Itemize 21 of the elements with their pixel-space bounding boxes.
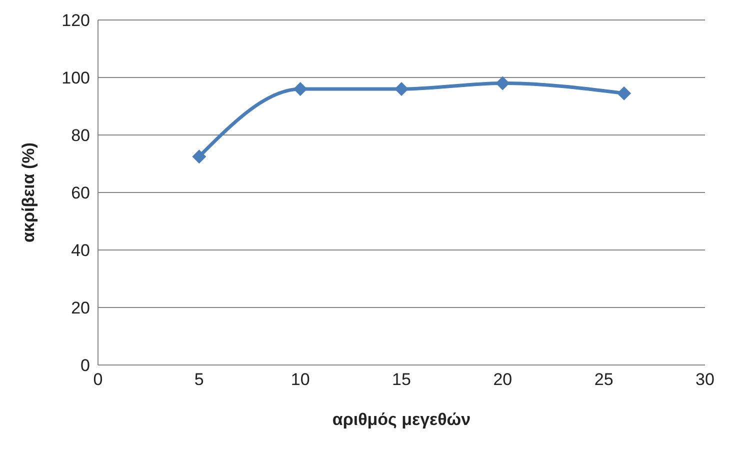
- x-tick-label: 25: [594, 370, 614, 390]
- y-tick-label: 40: [71, 241, 90, 260]
- x-axis-title: αριθμός μεγεθών: [332, 410, 471, 429]
- point: [617, 86, 632, 100]
- y-tick-label: 20: [71, 298, 90, 318]
- y-tick-label: 60: [71, 184, 90, 203]
- point: [394, 82, 408, 96]
- y-axis-title: ακρίβεια (%): [19, 142, 38, 242]
- y-tick-label: 80: [71, 126, 90, 146]
- y-tick-label: 0: [80, 356, 90, 376]
- x-tick-label: 5: [194, 370, 204, 390]
- x-tick-label: 20: [493, 370, 512, 390]
- point: [192, 150, 206, 164]
- y-tick-label: 120: [62, 11, 90, 30]
- point: [496, 76, 510, 90]
- x-tick-label: 10: [290, 370, 310, 390]
- x-tick-label: 15: [392, 370, 411, 390]
- point: [293, 82, 308, 96]
- x-tick-label: 30: [696, 370, 714, 390]
- y-tick-label: 100: [62, 68, 90, 88]
- x-tick-label: 0: [93, 370, 103, 390]
